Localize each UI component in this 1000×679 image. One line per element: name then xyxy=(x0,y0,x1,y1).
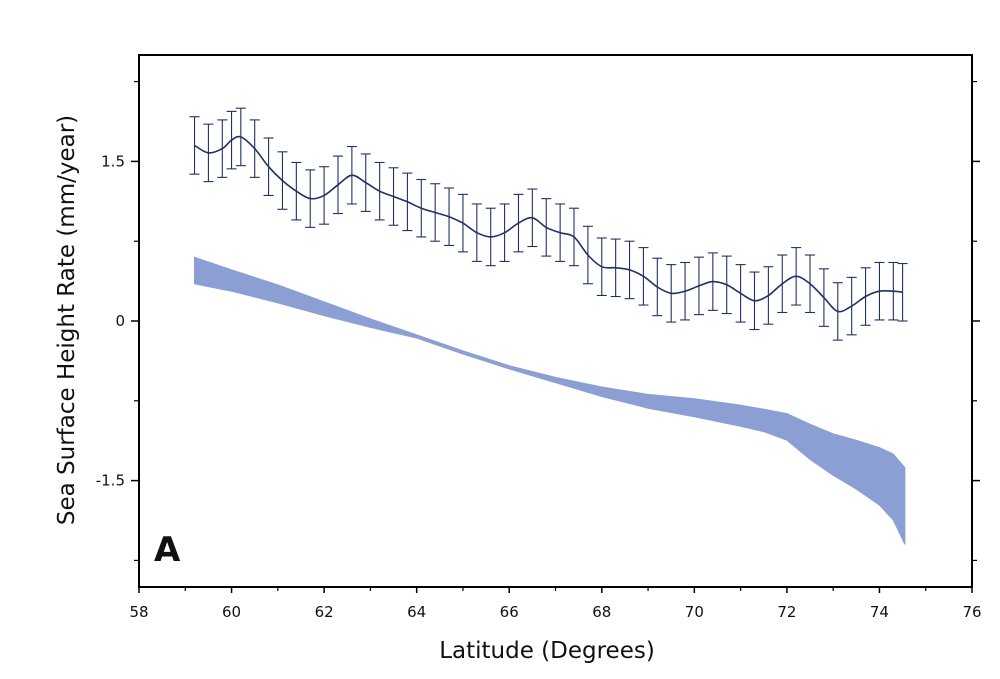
x-axis-label: Latitude (Degrees) xyxy=(439,638,655,664)
x-tick-label: 70 xyxy=(685,603,704,621)
y-tick-label: -1.5 xyxy=(96,472,125,490)
x-tick-label: 64 xyxy=(407,603,426,621)
y-axis-label: Sea Surface Height Rate (mm/year) xyxy=(54,115,80,525)
panel-label: A xyxy=(154,530,181,570)
model-band-layer xyxy=(194,256,906,545)
axes-layer: 58 60 62 64 66 68 70 72 74 76 1.5 0 -1.5 xyxy=(96,54,982,621)
x-tick-label: 76 xyxy=(962,603,981,621)
y-tick-label: 1.5 xyxy=(101,152,125,170)
x-tick-label: 72 xyxy=(777,603,796,621)
x-tick-label: 62 xyxy=(315,603,334,621)
observed-rate-line xyxy=(194,135,903,313)
x-tick-label: 58 xyxy=(129,603,148,621)
x-tick-label: 66 xyxy=(500,603,519,621)
x-tick-label: 60 xyxy=(222,603,241,621)
plot-frame xyxy=(138,54,973,588)
observed-line-layer xyxy=(194,135,903,313)
model-range-band xyxy=(194,256,906,545)
x-tick-label: 74 xyxy=(870,603,889,621)
y-tick-label: 0 xyxy=(115,312,125,330)
x-tick-label: 68 xyxy=(592,603,611,621)
